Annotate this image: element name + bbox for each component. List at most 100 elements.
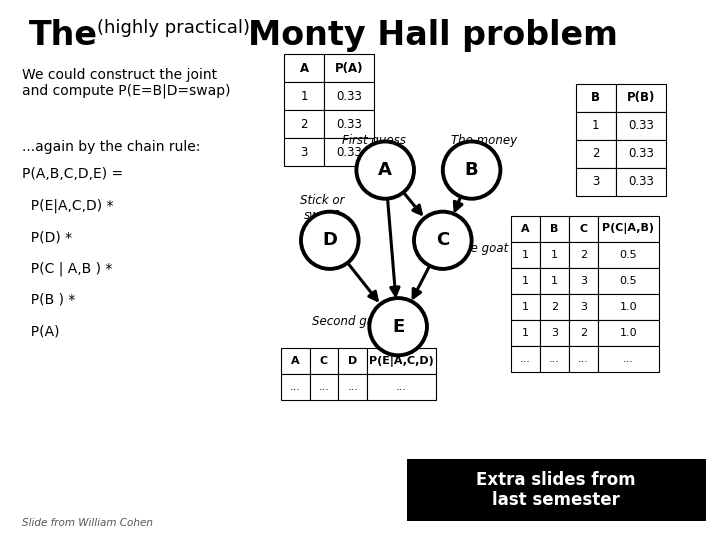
Text: ...: ... — [396, 382, 407, 392]
Bar — [576, 112, 616, 140]
Bar — [310, 348, 338, 374]
Text: 1: 1 — [522, 302, 529, 312]
Bar — [324, 82, 374, 110]
Text: P(D) *: P(D) * — [22, 230, 72, 244]
Bar — [598, 320, 659, 346]
Text: P(C|A,B): P(C|A,B) — [602, 224, 654, 234]
Text: First guess: First guess — [342, 134, 405, 147]
Bar — [616, 112, 666, 140]
Bar — [324, 54, 374, 82]
Bar — [540, 294, 569, 320]
Text: 1.0: 1.0 — [619, 328, 637, 338]
Text: A: A — [521, 224, 530, 234]
Ellipse shape — [369, 298, 427, 355]
Text: ...again by the chain rule:: ...again by the chain rule: — [22, 140, 200, 154]
Text: P(B): P(B) — [626, 91, 655, 104]
Text: 1: 1 — [522, 276, 529, 286]
Bar — [511, 294, 540, 320]
Bar — [281, 348, 310, 374]
Text: 3: 3 — [580, 276, 587, 286]
Text: 0.33: 0.33 — [628, 147, 654, 160]
Text: ...: ... — [318, 382, 330, 392]
Text: C: C — [579, 224, 588, 234]
Bar — [569, 268, 598, 294]
Bar — [540, 320, 569, 346]
Bar — [598, 216, 659, 242]
Text: Stick or
swap?: Stick or swap? — [300, 194, 344, 222]
Bar — [569, 242, 598, 268]
Text: 2: 2 — [592, 147, 600, 160]
Text: 0.33: 0.33 — [336, 90, 362, 103]
Text: (highly practical): (highly practical) — [97, 19, 251, 37]
Bar — [598, 294, 659, 320]
Bar — [338, 348, 367, 374]
Text: P(A,B,C,D,E) =: P(A,B,C,D,E) = — [22, 167, 122, 181]
Bar — [284, 110, 324, 138]
Bar — [598, 242, 659, 268]
Text: C: C — [436, 231, 449, 249]
Text: We could construct the joint
and compute P(E=B|D=swap): We could construct the joint and compute… — [22, 68, 230, 98]
Text: E: E — [392, 318, 405, 336]
Text: ...: ... — [520, 354, 531, 363]
Text: 0.33: 0.33 — [336, 146, 362, 159]
Text: Extra slides from
last semester: Extra slides from last semester — [477, 471, 636, 509]
Text: P(C | A,B ) *: P(C | A,B ) * — [22, 261, 112, 276]
Text: D: D — [323, 231, 337, 249]
Text: ...: ... — [623, 354, 634, 363]
Bar — [569, 320, 598, 346]
Text: A: A — [300, 62, 309, 75]
Text: 0.33: 0.33 — [336, 118, 362, 131]
Bar — [511, 242, 540, 268]
Bar — [569, 346, 598, 372]
Bar — [511, 268, 540, 294]
Bar — [616, 140, 666, 168]
Bar — [576, 140, 616, 168]
Text: 0.5: 0.5 — [619, 250, 637, 260]
Text: Second guess: Second guess — [312, 315, 394, 328]
Text: D: D — [348, 356, 357, 366]
Bar — [616, 84, 666, 112]
Text: B: B — [550, 224, 559, 234]
Bar — [511, 320, 540, 346]
Text: 0.33: 0.33 — [628, 119, 654, 132]
Text: 1: 1 — [522, 250, 529, 260]
Bar — [511, 216, 540, 242]
Text: C: C — [320, 356, 328, 366]
Text: 1: 1 — [522, 328, 529, 338]
Text: P(A): P(A) — [335, 62, 364, 75]
Ellipse shape — [414, 212, 472, 269]
Bar — [576, 84, 616, 112]
Bar — [598, 346, 659, 372]
Text: ...: ... — [289, 382, 301, 392]
Bar — [310, 374, 338, 400]
Bar — [540, 242, 569, 268]
Text: ...: ... — [347, 382, 359, 392]
Bar — [367, 348, 436, 374]
Text: P(E|A,C,D): P(E|A,C,D) — [369, 356, 433, 367]
Bar — [324, 138, 374, 166]
Text: ...: ... — [577, 354, 589, 363]
Bar — [324, 110, 374, 138]
Ellipse shape — [356, 141, 414, 199]
Text: 1: 1 — [551, 250, 558, 260]
Bar — [284, 54, 324, 82]
Bar — [407, 459, 706, 521]
Bar — [281, 374, 310, 400]
Bar — [284, 82, 324, 110]
Text: 2: 2 — [580, 250, 587, 260]
Text: 1: 1 — [300, 90, 308, 103]
Text: P(A): P(A) — [22, 324, 59, 338]
Bar — [511, 346, 540, 372]
Text: 1: 1 — [592, 119, 600, 132]
Bar — [540, 216, 569, 242]
Text: 1.0: 1.0 — [619, 302, 637, 312]
Bar — [569, 216, 598, 242]
Text: P(B ) *: P(B ) * — [22, 293, 75, 307]
Text: 2: 2 — [580, 328, 587, 338]
Bar — [616, 168, 666, 196]
Bar — [576, 168, 616, 196]
Bar — [284, 138, 324, 166]
Text: 3: 3 — [300, 146, 308, 159]
Ellipse shape — [301, 212, 359, 269]
Text: B: B — [465, 161, 478, 179]
